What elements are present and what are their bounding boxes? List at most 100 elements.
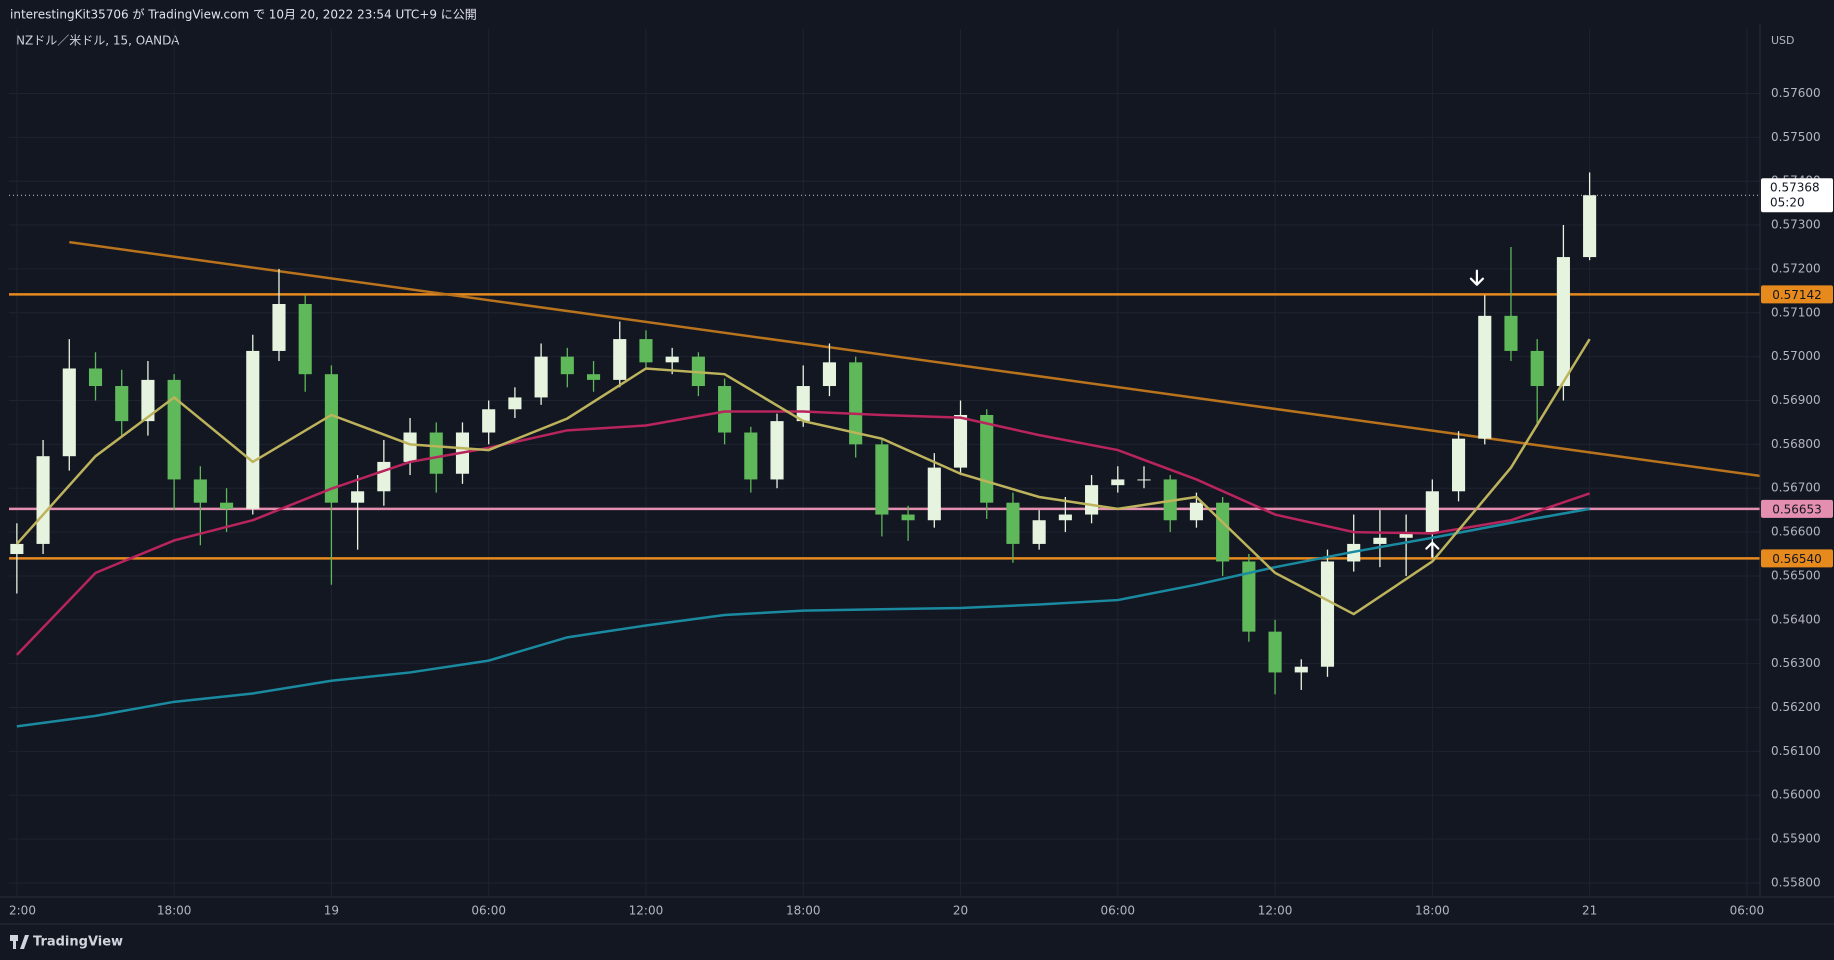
y-tick-label: 0.56600 — [1771, 525, 1821, 539]
candle-body — [508, 397, 522, 410]
candle-body — [822, 362, 837, 387]
candle-body — [770, 421, 784, 480]
candle-body — [613, 339, 627, 380]
candle-body — [1425, 491, 1439, 533]
moving-average — [15, 338, 1591, 616]
y-tick-label: 0.56800 — [1771, 437, 1821, 451]
y-tick-label: 0.56300 — [1771, 656, 1821, 670]
candle-body — [1373, 537, 1387, 544]
candle-body — [586, 374, 601, 380]
candle-body — [298, 304, 312, 375]
candle-body — [403, 432, 417, 462]
y-tick-label: 0.57500 — [1771, 130, 1821, 144]
x-tick-label: 18:00 — [786, 904, 821, 918]
candle-body — [141, 379, 155, 422]
candle-body — [429, 432, 443, 474]
level-price-label: 0.56653 — [1772, 502, 1822, 516]
candle-body — [1032, 520, 1046, 544]
candle-body — [953, 414, 968, 468]
x-tick-label: 06:00 — [1100, 904, 1135, 918]
candle-body — [1399, 532, 1413, 538]
level-price-label: 0.57142 — [1772, 288, 1822, 302]
last-price-tag — [1761, 178, 1833, 213]
tradingview-logo — [10, 935, 29, 949]
candle-body — [351, 491, 365, 503]
y-tick-label: 0.55800 — [1771, 875, 1821, 889]
last-price-label: 0.57368 — [1770, 181, 1820, 195]
x-tick-label: 18:00 — [1415, 904, 1450, 918]
candle-body — [324, 374, 338, 503]
candle-body — [639, 339, 653, 363]
logo-part — [20, 935, 29, 949]
candle-body — [1242, 561, 1256, 632]
candle-body — [246, 350, 260, 509]
candle-body — [115, 386, 129, 422]
x-tick-label: 12:00 — [1258, 904, 1293, 918]
candle-body — [377, 461, 391, 492]
candle-body — [849, 362, 863, 445]
y-tick-label: 0.57000 — [1771, 349, 1821, 363]
x-tick-label: 18:00 — [157, 904, 192, 918]
y-tick-label: 0.57300 — [1771, 218, 1821, 232]
arrow-marker — [1469, 269, 1484, 286]
candle-body — [875, 444, 889, 515]
candle-body — [1320, 561, 1335, 667]
candle-body — [1452, 438, 1466, 492]
candle-body — [220, 502, 234, 509]
candle-body — [62, 368, 76, 457]
level-price-label: 0.56540 — [1772, 552, 1822, 566]
x-tick-label: 06:00 — [471, 904, 506, 918]
arrow-marker — [1425, 541, 1440, 558]
candle-body — [1111, 479, 1125, 486]
y-tick-label: 0.56700 — [1771, 481, 1821, 495]
logo-part — [13, 935, 16, 949]
candle-body — [796, 386, 810, 422]
y-tick-label: 0.56500 — [1771, 568, 1821, 582]
candle-body — [1504, 315, 1518, 351]
candle-body — [1583, 195, 1597, 258]
y-tick-label: 0.55900 — [1771, 832, 1821, 846]
candle-body — [560, 356, 574, 375]
x-tick-label: 06:00 — [1730, 904, 1765, 918]
y-tick-label: 0.56200 — [1771, 700, 1821, 714]
y-tick-label: 0.56100 — [1771, 744, 1821, 758]
candle-body — [482, 409, 496, 433]
candle-body — [927, 467, 941, 521]
candle-body — [1006, 502, 1020, 544]
y-tick-label: 0.56000 — [1771, 788, 1821, 802]
level-price-tag — [1761, 499, 1833, 518]
plot-area — [9, 29, 1760, 897]
y-tick-label: 0.57200 — [1771, 261, 1821, 275]
candle-body — [1189, 502, 1203, 521]
candle-body — [1478, 315, 1492, 439]
level-price-tag — [1761, 549, 1833, 568]
y-tick-label: 0.57100 — [1771, 305, 1821, 319]
candle-body — [534, 356, 548, 398]
axis-unit: USD — [1771, 34, 1795, 47]
x-tick-label: 12:00 — [629, 904, 664, 918]
countdown-label: 05:20 — [1770, 196, 1805, 210]
candle-body — [1085, 485, 1099, 515]
candle-body — [167, 379, 181, 480]
x-tick-label: 20 — [953, 904, 968, 918]
candle-body — [718, 386, 732, 433]
candle-body — [1294, 666, 1308, 673]
candle-body — [272, 304, 286, 351]
candle-body — [10, 543, 24, 555]
candle-body — [901, 514, 915, 521]
candle-body — [1216, 502, 1230, 562]
candle-body — [1530, 350, 1544, 387]
y-tick-label: 0.56400 — [1771, 612, 1821, 626]
level-price-tag — [1761, 285, 1833, 304]
chart-title: NZドル／米ドル, 15, OANDA — [16, 34, 180, 48]
candle-body — [665, 356, 679, 363]
x-tick-label: 19 — [324, 904, 339, 918]
publish-header: interestingKit35706 が TradingView.com で … — [10, 7, 477, 22]
candle-body — [744, 432, 758, 480]
candle-body — [193, 479, 207, 503]
candle-body — [1137, 479, 1151, 481]
candle-body — [1556, 257, 1570, 387]
